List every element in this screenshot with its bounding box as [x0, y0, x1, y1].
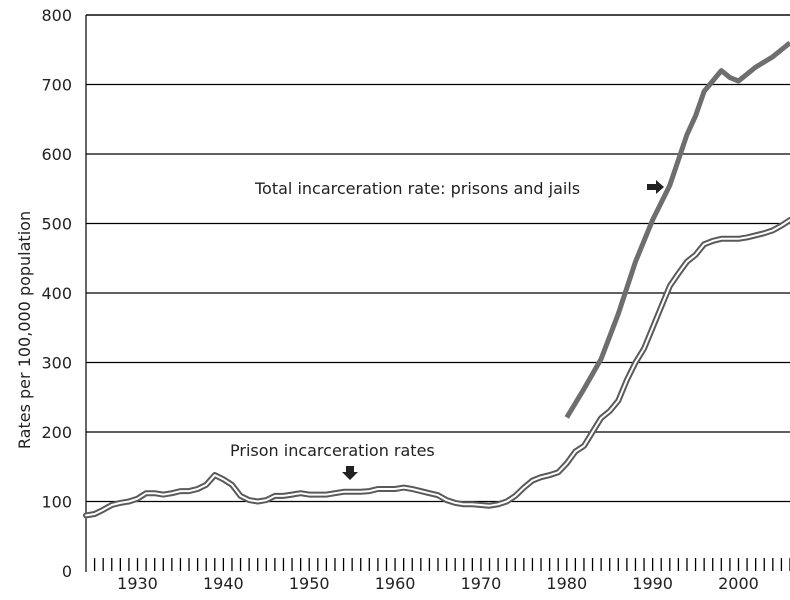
annotation-prison: Prison incarceration rates — [230, 441, 435, 480]
x-tick-labels: 1930 1940 1950 1960 1970 1980 1990 2000 — [117, 574, 759, 593]
x-tick-label: 1930 — [117, 574, 158, 593]
y-tick-labels: 0 100 200 300 400 500 600 700 800 — [41, 6, 72, 581]
x-tick-label: 1960 — [375, 574, 416, 593]
series-prison-line-inner — [85, 219, 790, 517]
y-tick-label: 500 — [41, 215, 72, 234]
annotation-total-arrow-icon — [647, 180, 664, 194]
annotation-total-label: Total incarceration rate: prisons and ja… — [254, 179, 580, 198]
annotation-prison-label: Prison incarceration rates — [230, 441, 435, 460]
x-tick-label: 1950 — [289, 574, 330, 593]
y-tick-label: 600 — [41, 145, 72, 164]
x-tick-label: 1940 — [203, 574, 244, 593]
y-tick-label: 400 — [41, 284, 72, 303]
x-tick-marks — [93, 558, 790, 571]
y-tick-label: 800 — [41, 6, 72, 25]
x-tick-label: 1980 — [546, 574, 587, 593]
x-tick-label: 1970 — [461, 574, 502, 593]
annotation-total: Total incarceration rate: prisons and ja… — [254, 179, 664, 198]
y-tick-label: 0 — [62, 562, 72, 581]
y-tick-label: 700 — [41, 76, 72, 95]
y-axis-title: Rates per 100,000 population — [15, 211, 34, 449]
gridlines — [85, 14, 790, 572]
y-tick-label: 200 — [41, 423, 72, 442]
x-tick-label: 2000 — [718, 574, 759, 593]
y-tick-label: 100 — [41, 493, 72, 512]
series-total-line — [564, 40, 790, 419]
annotation-prison-arrow-icon — [342, 466, 358, 480]
series-lines — [83, 40, 790, 519]
y-tick-label: 300 — [41, 354, 72, 373]
x-tick-label: 1990 — [632, 574, 673, 593]
